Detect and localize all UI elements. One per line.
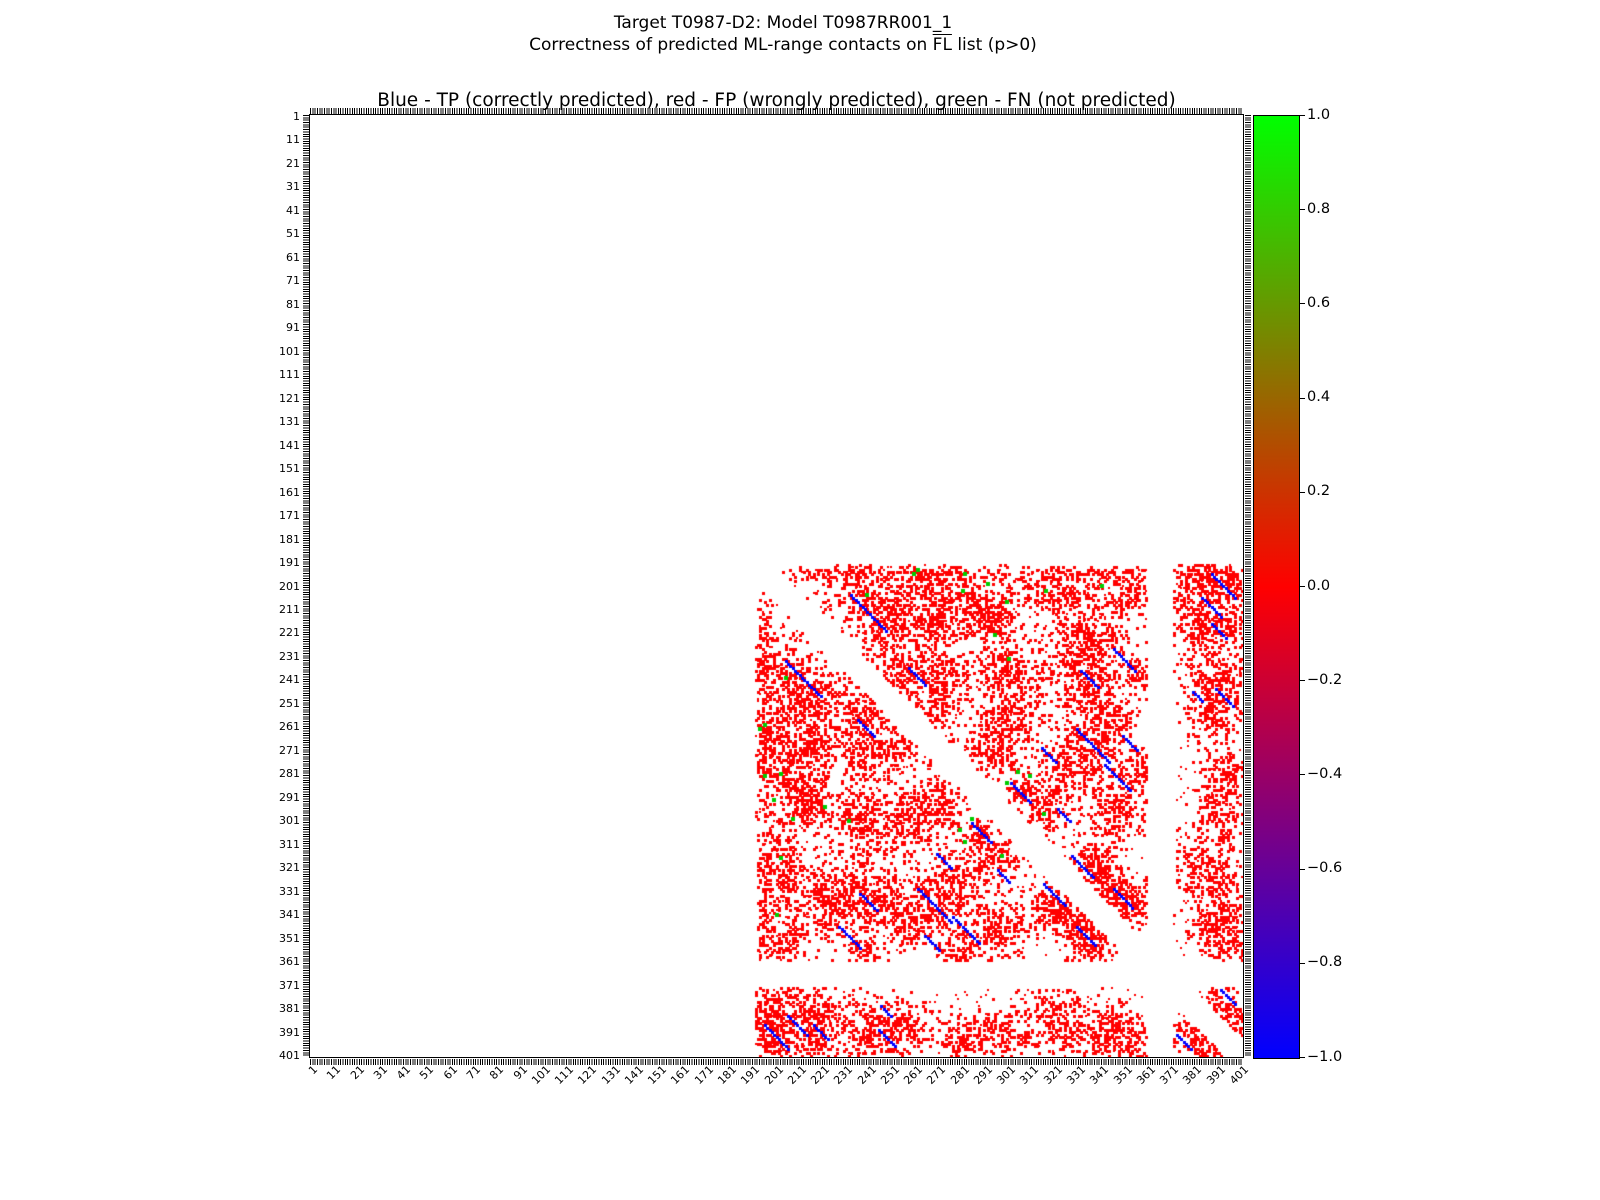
- colorbar-tick-label: −0.8: [1307, 954, 1343, 971]
- y-tick-label: 401: [279, 1049, 300, 1063]
- y-tick-label: 211: [279, 602, 300, 616]
- y-tick-label: 81: [286, 297, 300, 311]
- y-tick-label: 331: [279, 884, 300, 898]
- y-tick-label: 361: [279, 955, 300, 969]
- y-tick-label: 261: [279, 720, 300, 734]
- y-tick-label: 151: [279, 462, 300, 476]
- suptitle-line2-pre: Correctness of predicted ML-range contac…: [529, 35, 933, 55]
- y-tick-label: 1: [293, 109, 300, 123]
- y-tick-label: 191: [279, 556, 300, 569]
- y-tick-label: 241: [279, 673, 300, 687]
- colorbar-tick-mark: [1300, 680, 1305, 682]
- y-tick-label: 381: [279, 1002, 300, 1016]
- y-tick-label: 51: [286, 227, 300, 241]
- minor-ticks-left: [303, 115, 309, 1057]
- colorbar-tick-mark: [1300, 586, 1305, 587]
- colorbar-tick-mark: [1300, 491, 1305, 493]
- colorbar-tick-label: −0.4: [1307, 765, 1343, 782]
- y-tick-label: 181: [279, 532, 300, 546]
- y-tick-label: 21: [286, 156, 300, 170]
- y-tick-label: 141: [279, 438, 300, 452]
- figure-suptitle: Target T0987-D2: Model T0987RR001_1 Corr…: [0, 12, 1566, 56]
- colorbar-tick-mark: [1300, 774, 1305, 776]
- y-tick-label: 111: [279, 368, 300, 382]
- colorbar-tick-mark: [1300, 303, 1305, 305]
- y-tick-label: 321: [279, 861, 300, 875]
- colorbar-gradient: [1253, 115, 1300, 1059]
- suptitle-line2-overline: FL: [932, 35, 952, 55]
- y-tick-label: 341: [279, 908, 300, 922]
- colorbar-tick-label: 0.4: [1307, 389, 1331, 406]
- colorbar-tick-mark: [1300, 397, 1305, 399]
- y-tick-label: 91: [286, 321, 300, 335]
- colorbar-tick-mark: [1300, 1057, 1305, 1058]
- suptitle-line2: Correctness of predicted ML-range contac…: [0, 34, 1566, 56]
- plot-area-border: [309, 114, 1244, 1058]
- colorbar-tick-label: 1.0: [1307, 106, 1331, 123]
- y-tick-label: 351: [279, 931, 300, 945]
- minor-ticks-top: [310, 108, 1243, 114]
- minor-ticks-bottom: [310, 1059, 1243, 1065]
- suptitle-line1: Target T0987-D2: Model T0987RR001_1: [613, 13, 953, 33]
- colorbar-tick-label: 0.8: [1307, 200, 1331, 217]
- y-tick-label: 291: [279, 790, 300, 804]
- colorbar-tick-mark: [1300, 962, 1305, 964]
- y-tick-label: 11: [286, 133, 300, 147]
- y-tick-label: 101: [279, 344, 300, 358]
- y-tick-label: 131: [279, 415, 300, 429]
- colorbar-tick-mark: [1300, 209, 1305, 211]
- y-tick-label: 371: [279, 978, 300, 992]
- y-tick-label: 301: [279, 814, 300, 828]
- y-tick-label: 161: [279, 485, 300, 499]
- y-tick-label: 271: [279, 743, 300, 757]
- y-tick-label: 171: [279, 509, 300, 523]
- colorbar-tick-label: 0.2: [1307, 483, 1331, 500]
- colorbar-tick-label: 0.0: [1307, 577, 1331, 594]
- y-tick-label: 221: [279, 626, 300, 640]
- y-tick-label: 121: [279, 391, 300, 405]
- colorbar-tick-mark: [1300, 115, 1305, 116]
- colorbar-tick-label: −1.0: [1307, 1048, 1343, 1065]
- y-tick-label: 201: [279, 579, 300, 593]
- y-tick-label: 31: [286, 180, 300, 194]
- colorbar-tick-mark: [1300, 868, 1305, 870]
- axes-title: Blue - TP (correctly predicted), red - F…: [377, 90, 1176, 111]
- y-tick-label: 311: [279, 837, 300, 851]
- y-tick-label: 281: [279, 767, 300, 781]
- contact-map-canvas: [310, 115, 1243, 1057]
- colorbar-tick-label: −0.2: [1307, 671, 1343, 688]
- y-tick-label: 391: [279, 1025, 300, 1039]
- y-tick-label: 251: [279, 696, 300, 710]
- minor-ticks-right: [1245, 115, 1251, 1057]
- y-tick-label: 41: [286, 203, 300, 217]
- y-tick-label: 61: [286, 250, 300, 264]
- colorbar-tick-label: 0.6: [1307, 294, 1331, 311]
- y-tick-label: 71: [286, 274, 300, 288]
- y-tick-label: 231: [279, 649, 300, 663]
- suptitle-line2-post: list (p>0): [951, 35, 1037, 55]
- colorbar-tick-label: −0.6: [1307, 860, 1343, 877]
